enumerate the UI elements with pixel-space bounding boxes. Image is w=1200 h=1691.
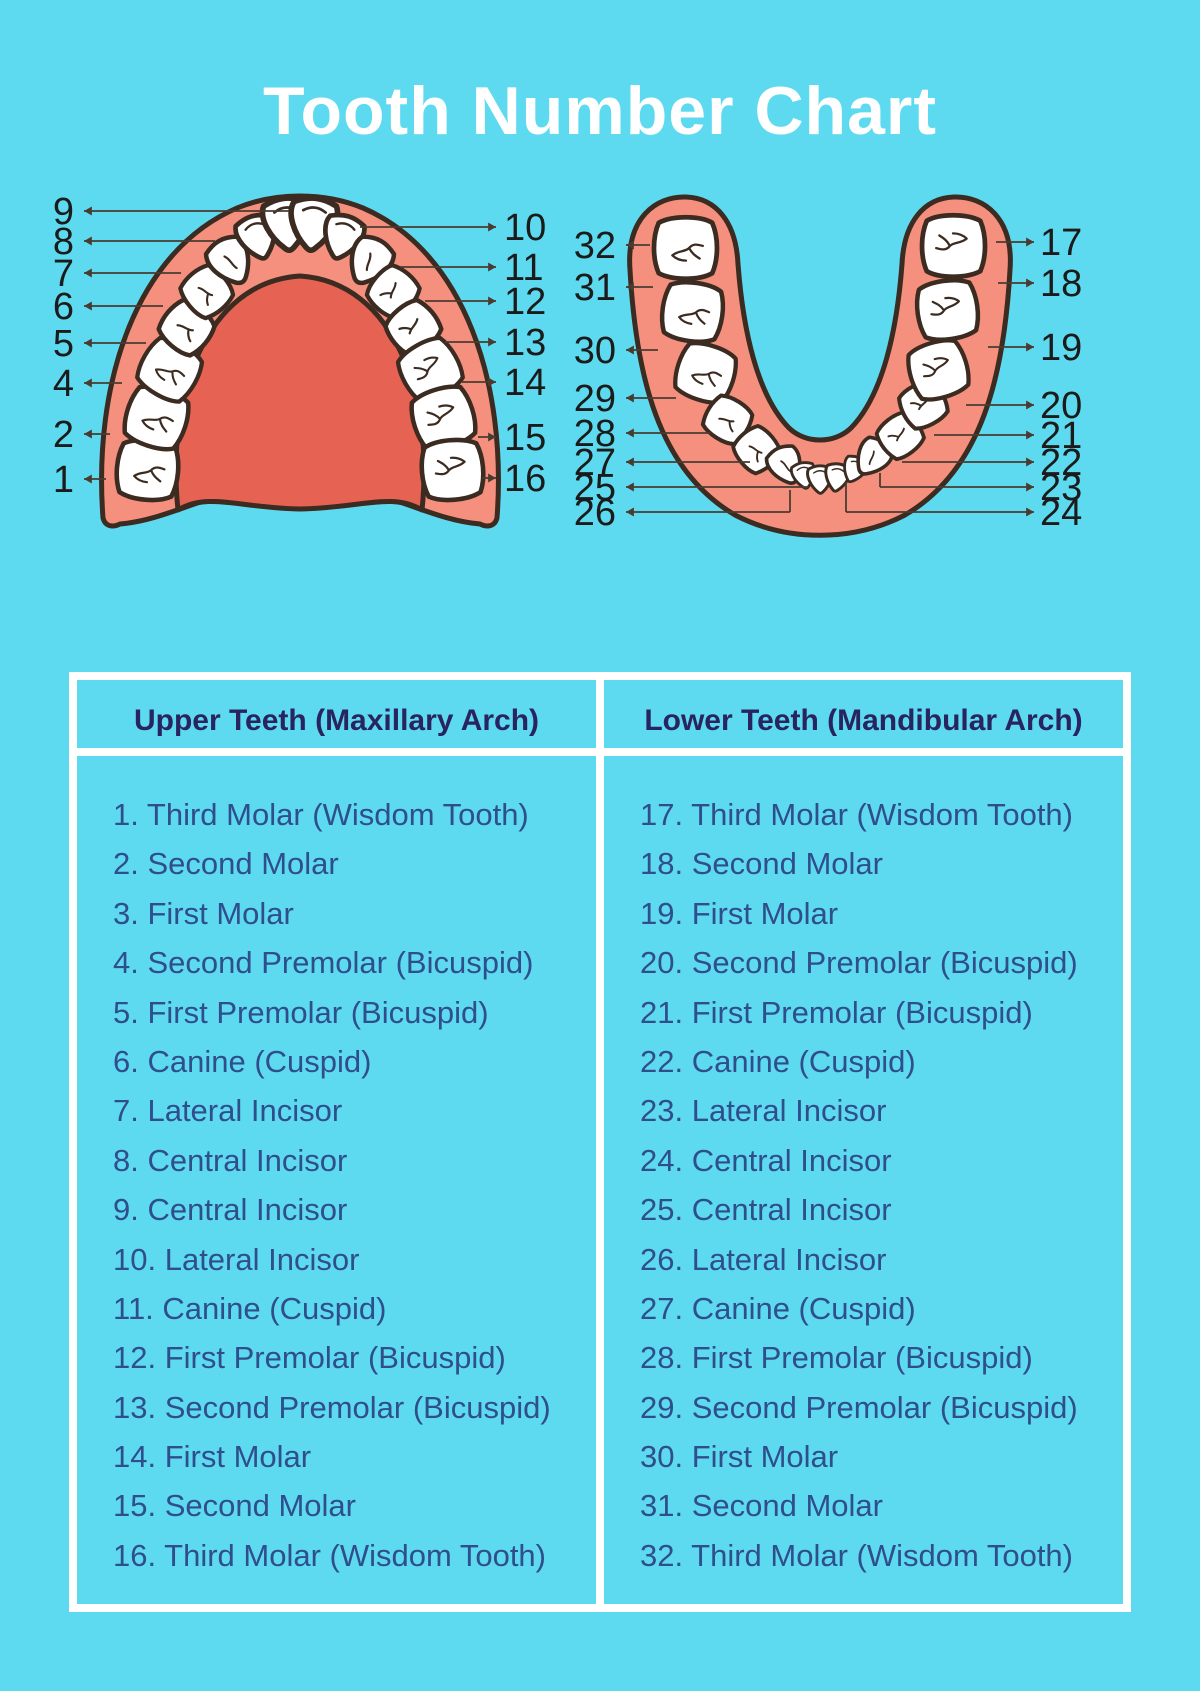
tooth — [922, 215, 985, 276]
tooth-item: 6. Canine (Cuspid) — [113, 1043, 372, 1079]
tooth-item: 2. Second Molar — [113, 846, 339, 882]
tooth-number-label: 18 — [1040, 263, 1082, 305]
tooth-item: 4. Second Premolar (Bicuspid) — [113, 945, 534, 981]
tooth — [654, 217, 717, 278]
tooth-item: 22. Canine (Cuspid) — [640, 1043, 916, 1079]
tooth-number-label: 13 — [504, 322, 546, 364]
tooth-item: 9. Central Incisor — [113, 1192, 348, 1228]
tooth-item: 12. First Premolar (Bicuspid) — [113, 1340, 506, 1376]
tooth-number-label: 25 — [574, 467, 616, 509]
tooth-item: 7. Lateral Incisor — [113, 1093, 343, 1129]
tooth-item: 8. Central Incisor — [113, 1142, 348, 1178]
tooth-number-label: 15 — [504, 417, 546, 459]
tooth-number-label: 32 — [574, 225, 616, 267]
tooth-number-label: 4 — [53, 363, 74, 405]
tooth-number-label: 22 — [1040, 442, 1082, 484]
tooth-item: 14. First Molar — [113, 1439, 312, 1475]
tooth-number-labels: 9 8 7 6 5 4 2 1 10 11 12 13 14 15 16 32 … — [53, 191, 1082, 534]
tooth-item: 18. Second Molar — [640, 846, 883, 882]
tooth-number-label: 2 — [53, 414, 74, 456]
tooth-table-body: 1. Third Molar (Wisdom Tooth) 2. Second … — [77, 756, 1123, 1604]
tooth — [659, 279, 727, 345]
tooth-number-label: 28 — [574, 413, 616, 455]
tooth-item: 1. Third Molar (Wisdom Tooth) — [113, 797, 529, 832]
tooth-number-label: 23 — [1040, 467, 1082, 509]
tooth-item: 11. Canine (Cuspid) — [113, 1290, 387, 1326]
tooth-number-label: 7 — [53, 253, 74, 295]
tooth-item: 3. First Molar — [113, 895, 294, 931]
upper-arch — [99, 196, 501, 529]
tooth-table: Upper Teeth (Maxillary Arch) Lower Teeth… — [69, 672, 1131, 1612]
tooth-item: 27. Canine (Cuspid) — [640, 1290, 916, 1326]
tooth-number-label: 5 — [53, 323, 74, 365]
tooth-number-label: 26 — [574, 492, 616, 534]
lower-teeth-header: Lower Teeth (Mandibular Arch) — [644, 704, 1083, 737]
tooth-number-label: 17 — [1040, 222, 1082, 264]
tooth-table-header-row: Upper Teeth (Maxillary Arch) Lower Teeth… — [77, 680, 1123, 756]
tooth-number-label: 8 — [53, 221, 74, 263]
tooth-item: 16. Third Molar (Wisdom Tooth) — [113, 1537, 547, 1573]
tooth-item: 15. Second Molar — [113, 1488, 356, 1524]
tooth-number-label: 11 — [504, 247, 543, 289]
tooth-item: 24. Central Incisor — [640, 1142, 892, 1178]
tooth-item: 5. First Premolar (Bicuspid) — [113, 994, 489, 1030]
tooth-item: 20. Second Premolar (Bicuspid) — [640, 945, 1078, 981]
lower-teeth-list: 17. Third Molar (Wisdom Tooth) 18. Secon… — [604, 756, 1123, 1604]
tooth — [419, 438, 485, 503]
tooth-item: 21. First Premolar (Bicuspid) — [640, 994, 1033, 1030]
tooth-number-label: 14 — [504, 362, 546, 404]
tooth-item: 31. Second Molar — [640, 1488, 883, 1524]
dental-arch-diagram: 9 8 7 6 5 4 2 1 10 11 12 13 14 15 16 32 … — [53, 191, 1082, 538]
tooth-number-label: 27 — [574, 442, 616, 484]
tooth — [914, 277, 982, 343]
tooth-item: 23. Lateral Incisor — [640, 1093, 887, 1129]
lower-arch — [627, 194, 1013, 538]
page-title: Tooth Number Chart — [262, 73, 938, 149]
tooth-number-label: 1 — [53, 459, 74, 501]
tooth-item: 13. Second Premolar (Bicuspid) — [113, 1389, 551, 1425]
tooth-item: 32. Third Molar (Wisdom Tooth) — [640, 1537, 1074, 1573]
tooth-item: 28. First Premolar (Bicuspid) — [640, 1340, 1033, 1376]
tooth-number-label: 31 — [574, 267, 616, 309]
tooth-number-label: 9 — [53, 191, 74, 233]
tooth-number-label: 20 — [1040, 385, 1082, 427]
tooth-item: 17. Third Molar (Wisdom Tooth) — [640, 797, 1074, 832]
upper-teeth-list: 1. Third Molar (Wisdom Tooth) 2. Second … — [77, 756, 604, 1604]
upper-teeth-header: Upper Teeth (Maxillary Arch) — [77, 680, 604, 748]
tooth-number-label: 12 — [504, 281, 546, 323]
tooth-item: 26. Lateral Incisor — [640, 1241, 887, 1277]
tooth-item: 19. First Molar — [640, 895, 839, 931]
tooth-number-label: 16 — [504, 458, 546, 500]
tooth-number-label: 29 — [574, 378, 616, 420]
tooth-number-label: 10 — [504, 207, 546, 249]
tooth-number-label: 24 — [1040, 492, 1082, 534]
label-lines — [84, 206, 1034, 517]
tooth-number-label: 21 — [1040, 415, 1082, 457]
tooth-number-label: 19 — [1040, 327, 1082, 369]
tooth-item: 30. First Molar — [640, 1439, 839, 1475]
tooth-item: 29. Second Premolar (Bicuspid) — [640, 1389, 1078, 1425]
tooth-item: 25. Central Incisor — [640, 1192, 892, 1228]
tooth-item: 10. Lateral Incisor — [113, 1241, 360, 1277]
tooth-number-label: 30 — [574, 330, 616, 372]
tooth-number-label: 6 — [53, 286, 74, 328]
